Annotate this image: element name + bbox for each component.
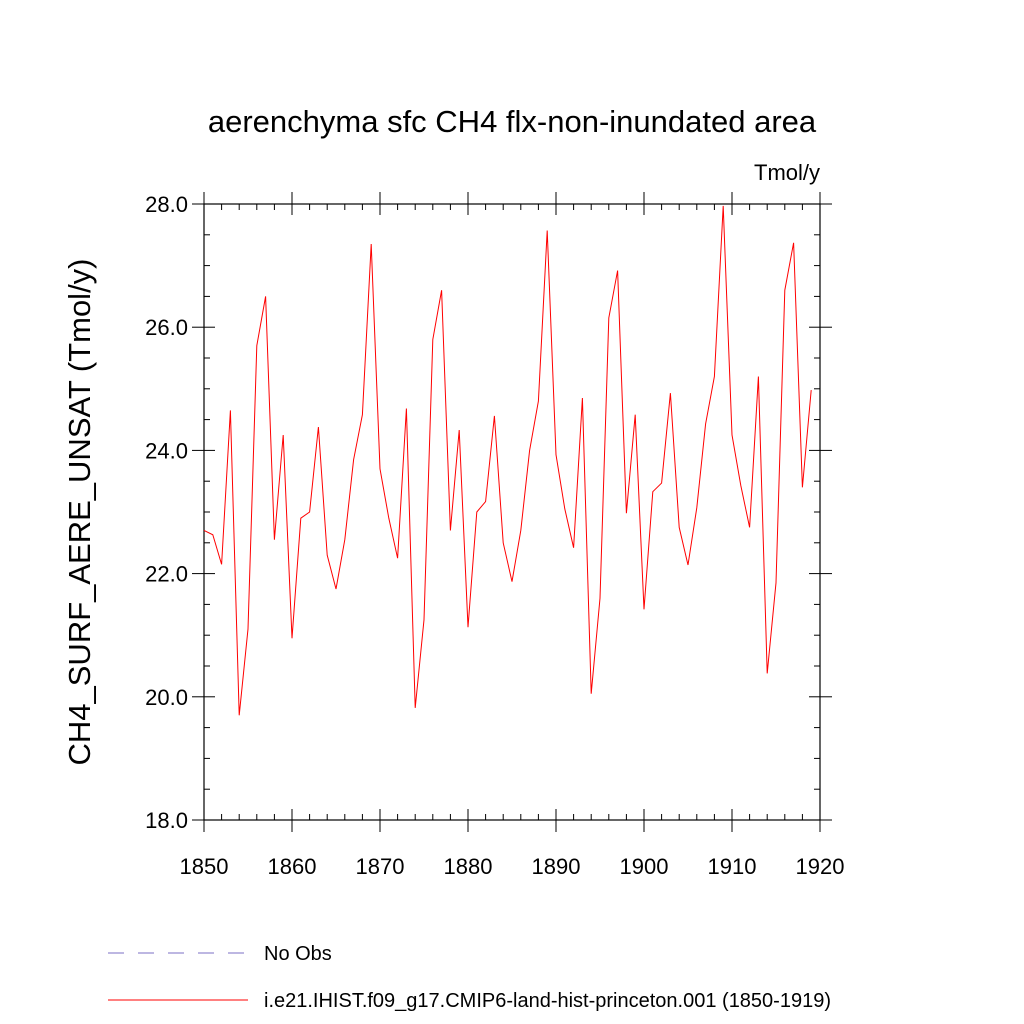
chart-title: aerenchyma sfc CH4 flx-non-inundated are… <box>208 104 817 139</box>
y-tick-label: 26.0 <box>145 315 188 340</box>
x-tick-label: 1880 <box>444 854 493 879</box>
plot-frame <box>203 203 821 821</box>
x-tick-label: 1900 <box>620 854 669 879</box>
axis-ticks <box>192 192 832 832</box>
y-tick-label: 18.0 <box>145 808 188 833</box>
series-lines <box>203 205 812 716</box>
x-tick-label: 1860 <box>268 854 317 879</box>
x-tick-label: 1870 <box>356 854 405 879</box>
x-tick-label: 1850 <box>180 854 229 879</box>
x-tick-label: 1920 <box>796 854 845 879</box>
y-tick-label: 28.0 <box>145 192 188 217</box>
x-tick-label: 1910 <box>708 854 757 879</box>
legend: No Obs i.e21.IHIST.f09_g17.CMIP6-land-hi… <box>108 943 831 1012</box>
units-label: Tmol/y <box>754 160 820 185</box>
series-line-0 <box>203 205 812 716</box>
legend-label-model: i.e21.IHIST.f09_g17.CMIP6-land-hist-prin… <box>264 990 831 1012</box>
x-tick-label: 1890 <box>532 854 581 879</box>
y-tick-label: 20.0 <box>145 685 188 710</box>
y-tick-label: 22.0 <box>145 562 188 587</box>
y-tick-label: 24.0 <box>145 438 188 463</box>
y-axis-label: CH4_SURF_AERE_UNSAT (Tmol/y) <box>62 258 97 765</box>
axis-tick-labels: 1850 1860 1870 1880 1890 1900 1910 1920 18.0 20.0… <box>145 192 844 879</box>
legend-label-no-obs: No Obs <box>264 943 332 965</box>
